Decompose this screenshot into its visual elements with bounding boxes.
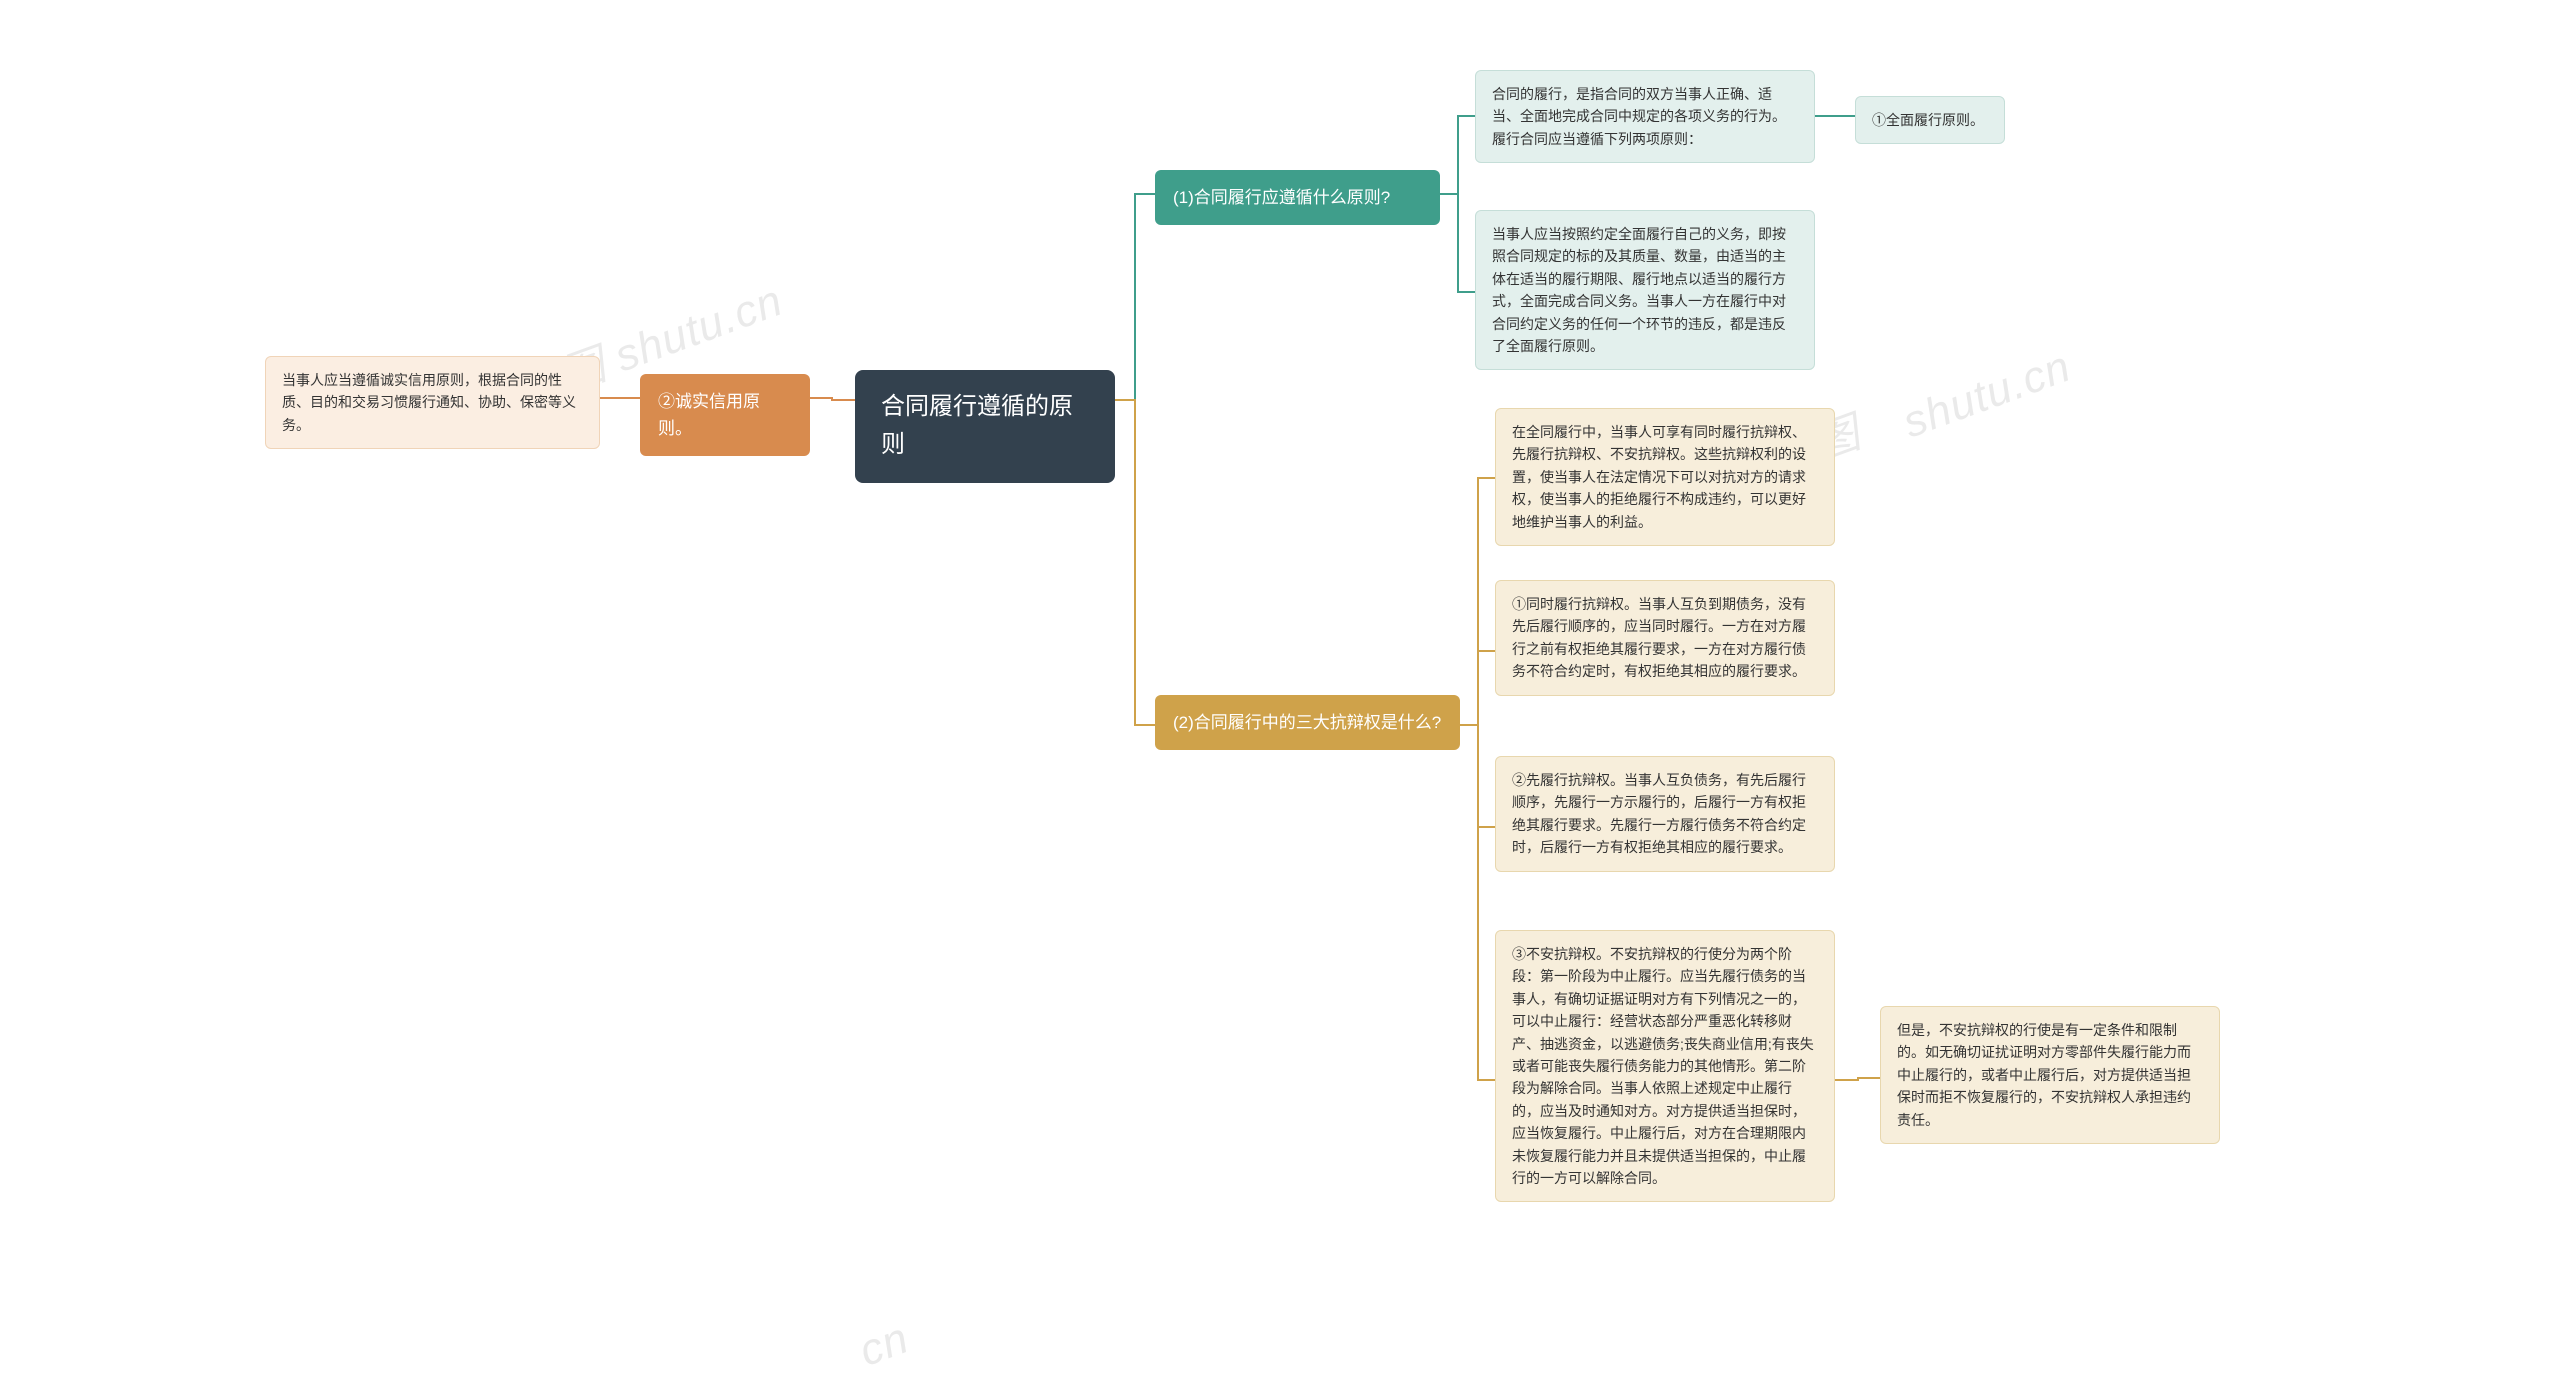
watermark: cn	[853, 1313, 916, 1377]
leaf-r1-c0-child[interactable]: ①全面履行原则。	[1855, 96, 2005, 144]
connector	[810, 398, 855, 400]
connector	[1460, 478, 1495, 725]
connector	[1115, 400, 1155, 725]
connector	[1835, 1078, 1880, 1080]
branch-right-1[interactable]: (1)合同履行应遵循什么原则?	[1155, 170, 1440, 225]
watermark: shutu.cn	[1897, 342, 2078, 449]
connector	[1440, 194, 1475, 292]
connector	[1460, 725, 1495, 827]
leaf-left-child[interactable]: 当事人应当遵循诚实信用原则，根据合同的性质、目的和交易习惯履行通知、协助、保密等…	[265, 356, 600, 449]
leaf-r2-c0[interactable]: 在全同履行中，当事人可享有同时履行抗辩权、先履行抗辩权、不安抗辩权。这些抗辩权利…	[1495, 408, 1835, 546]
connector	[1440, 116, 1475, 194]
leaf-r1-c1[interactable]: 当事人应当按照约定全面履行自己的义务，即按照合同规定的标的及其质量、数量，由适当…	[1475, 210, 1815, 370]
branch-left[interactable]: ②诚实信用原则。	[640, 374, 810, 456]
branch-right-2[interactable]: (2)合同履行中的三大抗辩权是什么?	[1155, 695, 1460, 750]
root-node[interactable]: 合同履行遵循的原则	[855, 370, 1115, 483]
leaf-r2-c2[interactable]: ②先履行抗辩权。当事人互负债务，有先后履行顺序，先履行一方示履行的，后履行一方有…	[1495, 756, 1835, 872]
connector	[1115, 194, 1155, 400]
connector	[1460, 651, 1495, 725]
leaf-r2-c3-child[interactable]: 但是，不安抗辩权的行使是有一定条件和限制的。如无确切证扰证明对方零部件失履行能力…	[1880, 1006, 2220, 1144]
leaf-r2-c3[interactable]: ③不安抗辩权。不安抗辩权的行使分为两个阶段：第一阶段为中止履行。应当先履行债务的…	[1495, 930, 1835, 1202]
leaf-r1-c0[interactable]: 合同的履行，是指合同的双方当事人正确、适当、全面地完成合同中规定的各项义务的行为…	[1475, 70, 1815, 163]
connector	[1460, 725, 1495, 1080]
leaf-r2-c1[interactable]: ①同时履行抗辩权。当事人互负到期债务，没有先后履行顺序的，应当同时履行。一方在对…	[1495, 580, 1835, 696]
